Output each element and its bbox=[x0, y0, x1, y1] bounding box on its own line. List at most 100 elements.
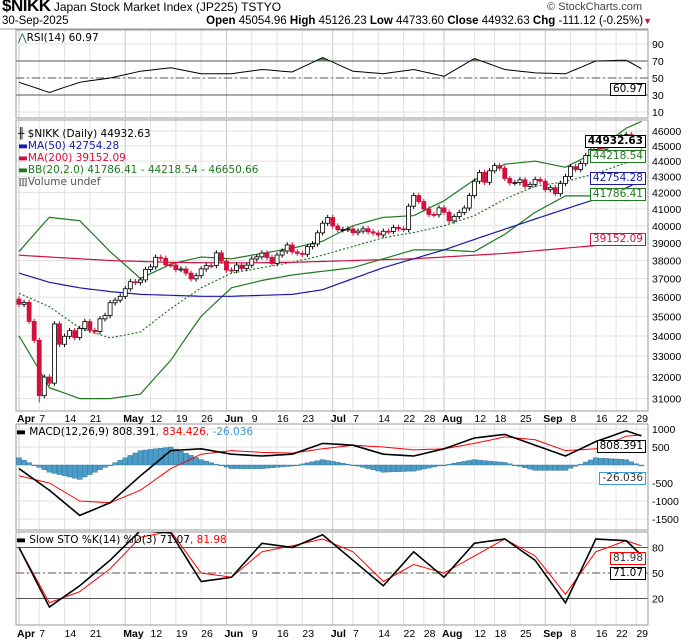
candle bbox=[127, 279, 133, 292]
candle-body bbox=[401, 228, 406, 231]
x-tick-label: 14 bbox=[378, 628, 390, 639]
candle-body bbox=[547, 187, 553, 191]
macd-histogram-bar bbox=[522, 464, 528, 468]
panel-frame-price bbox=[15, 119, 649, 412]
candle bbox=[153, 254, 159, 270]
candle bbox=[558, 180, 563, 197]
y-tick-label: 50 bbox=[652, 73, 664, 85]
candle bbox=[239, 262, 245, 272]
macd-histogram-bar bbox=[41, 464, 47, 471]
candle-body bbox=[239, 264, 245, 269]
candle bbox=[198, 266, 204, 279]
candle-body bbox=[284, 244, 290, 252]
candle-body bbox=[502, 167, 508, 179]
candle-body bbox=[436, 207, 442, 216]
candle-body bbox=[426, 208, 432, 215]
candle bbox=[97, 316, 103, 335]
candle bbox=[16, 296, 22, 308]
x-tick-label: Jun bbox=[224, 628, 243, 639]
macd-histogram-bar bbox=[254, 464, 260, 469]
y-tick-label: 40000 bbox=[652, 221, 681, 233]
macd-histogram-bar bbox=[456, 462, 462, 466]
candle bbox=[107, 300, 113, 319]
volume-legend: ▥Volume undef bbox=[18, 176, 259, 188]
macd-histogram-bar bbox=[502, 462, 508, 466]
macd-histogram-bar bbox=[274, 464, 280, 468]
y-tick-label: 43000 bbox=[652, 172, 681, 184]
x-tick-label: Jul bbox=[331, 628, 346, 639]
panel-frame-macd bbox=[15, 423, 649, 531]
candle bbox=[517, 177, 523, 186]
candle-body bbox=[107, 302, 113, 316]
macd-histogram-bar bbox=[547, 464, 553, 471]
panel-frame-rsi bbox=[15, 29, 649, 119]
x-tick-label: 9 bbox=[252, 628, 258, 639]
candle bbox=[254, 254, 260, 262]
candle-body bbox=[117, 295, 123, 301]
candle bbox=[492, 162, 498, 174]
volume-icon: ▥ bbox=[18, 176, 28, 188]
bb-lower-line bbox=[18, 195, 642, 400]
macd-histogram-bar bbox=[345, 463, 351, 466]
candle-body bbox=[72, 330, 78, 338]
candle-body bbox=[203, 265, 209, 270]
candle bbox=[112, 297, 118, 306]
candle bbox=[138, 277, 143, 286]
candle-body bbox=[138, 279, 143, 284]
rsi-legend: ⋀RSI(14) 60.97 bbox=[18, 32, 99, 44]
candle-body bbox=[188, 272, 194, 280]
macd-histogram-bar bbox=[264, 464, 270, 469]
candle-body bbox=[92, 329, 98, 332]
macd-histogram-bar bbox=[137, 450, 144, 466]
candle-body bbox=[36, 339, 42, 397]
macd-histogram-bar bbox=[613, 458, 619, 466]
x-tick-label: 14 bbox=[65, 413, 77, 425]
y-tick-label: 30 bbox=[652, 90, 664, 102]
candle-body bbox=[320, 222, 326, 234]
y-tick-label: 41000 bbox=[652, 204, 681, 216]
sto-legend: ▬ Slow STO %K(14) %D(3) 71.07, 81.98 bbox=[16, 534, 227, 546]
x-tick-label: 21 bbox=[90, 628, 102, 639]
x-tick-label: 7 bbox=[353, 413, 359, 425]
macd-histogram-bar bbox=[238, 464, 245, 469]
close-tag: 44932.63 bbox=[584, 135, 646, 148]
candle bbox=[421, 198, 427, 212]
candle bbox=[583, 152, 589, 167]
candle bbox=[451, 213, 457, 224]
candle bbox=[183, 266, 189, 276]
x-tick-label: 7 bbox=[39, 413, 45, 425]
candle bbox=[67, 327, 72, 340]
macd-histogram-bar bbox=[335, 462, 341, 466]
down-arrow-icon: ▼ bbox=[643, 16, 652, 26]
macd-histogram-bar bbox=[532, 464, 538, 471]
candle bbox=[62, 333, 67, 347]
bb-legend-text: BB(20,2.0) 41786.41 - 44218.54 - 46650.6… bbox=[27, 164, 259, 176]
candle bbox=[482, 169, 487, 185]
macd-histogram-bar bbox=[507, 463, 513, 466]
candle-body bbox=[385, 230, 391, 233]
macd-histogram-bar bbox=[461, 461, 467, 466]
y-tick-label: 33000 bbox=[652, 351, 681, 363]
macd-histogram-bar bbox=[598, 457, 604, 466]
candle-body bbox=[487, 170, 492, 183]
index-name: Japan Stock Market Index (JP225) bbox=[53, 0, 238, 14]
candle-body bbox=[57, 323, 62, 345]
macd-histogram-bar bbox=[314, 460, 321, 466]
candle-icon: ╫ bbox=[18, 128, 25, 140]
y-tick-label: 36000 bbox=[652, 292, 681, 304]
open-label: Open bbox=[206, 15, 236, 27]
candle-body bbox=[269, 257, 275, 264]
candle-body bbox=[21, 301, 27, 305]
candle bbox=[547, 184, 553, 193]
candle bbox=[132, 279, 138, 286]
y-tick-label: 32000 bbox=[652, 372, 681, 384]
x-tick-label: 12 bbox=[474, 628, 486, 639]
candle-body bbox=[568, 166, 573, 177]
candle-body bbox=[583, 155, 589, 165]
y-tick-label: 42000 bbox=[652, 188, 681, 200]
candle bbox=[208, 262, 214, 269]
macd-histogram-bar bbox=[259, 464, 265, 469]
candle-body bbox=[274, 254, 280, 264]
candle-body bbox=[492, 165, 498, 172]
